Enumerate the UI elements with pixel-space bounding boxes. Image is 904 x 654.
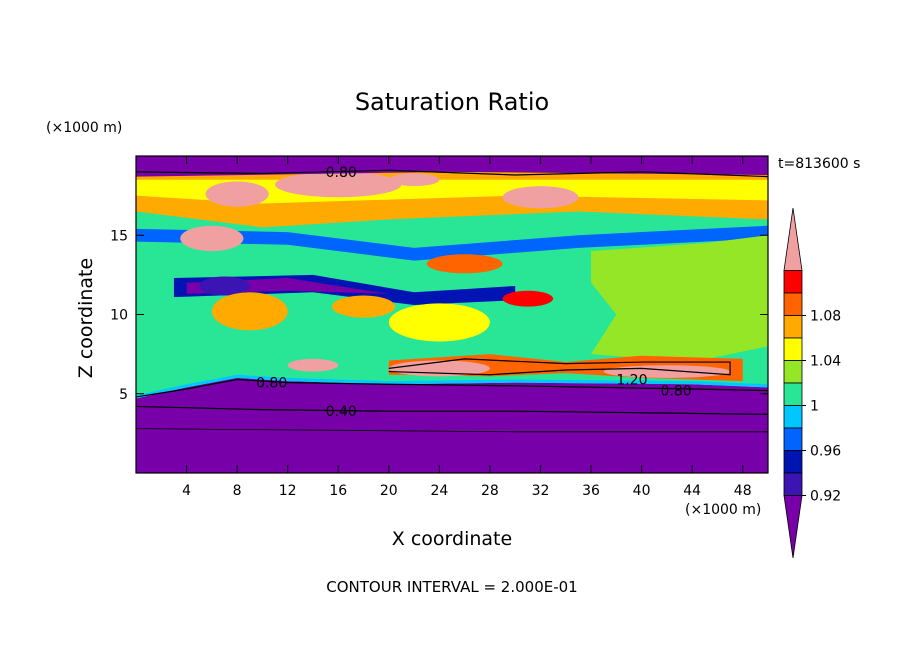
y-tick-label-2: 15 [110,228,128,244]
lower-edge [136,374,768,399]
right-warm-region [591,235,768,363]
upper-peak-2 [502,186,579,209]
colorbar-bin-7 [783,405,803,429]
contour-label-2: 0.40 [326,404,357,420]
contour-label-4: 0.80 [661,384,692,400]
colorbar-label-3: 1.04 [810,354,841,370]
x-axis-ticks: 4 8 12 16 20 24 28 32 36 40 44 48 [182,156,752,499]
x-tick-label-2: 12 [279,483,297,499]
y-tick-label-0: 5 [119,387,128,403]
colorbar-bin-10 [783,472,803,496]
left-moist-1 [180,225,244,252]
upper-peak-3 [388,173,440,187]
y-tick-label-1: 10 [110,308,128,324]
colorbar: 0.92 0.96 1 1.04 1.08 [783,207,841,559]
colorbar-bin-3 [783,315,803,339]
colorbar-label-0: 0.92 [810,489,841,505]
left-moist-2 [211,292,288,331]
colorbar-bin-11 [783,495,803,559]
upper-peak-1 [275,171,402,198]
contour-interval-footer: CONTOUR INTERVAL = 2.000E-01 [326,578,578,596]
x-tick-label-1: 8 [233,483,242,499]
colorbar-bin-8 [783,427,803,451]
contour-120 [388,358,731,376]
x-tick-label-7: 32 [532,483,550,499]
dry-blob [199,276,250,296]
mid-moist-4 [388,303,490,342]
contour-label-0: 0.80 [326,165,357,181]
colorbar-label-1: 0.96 [810,444,841,460]
mid-dry-streak [136,225,768,261]
colorbar-bin-0 [783,207,803,271]
mid-moist-3 [502,290,554,307]
contour-low [135,428,768,433]
x-axis-unit: (×1000 m) [685,502,762,518]
top-dry-layer [136,156,768,177]
x-tick-label-0: 4 [182,483,191,499]
upper-peak-4 [205,181,269,207]
time-label: t=813600 s [778,156,861,172]
x-tick-label-4: 20 [380,483,398,499]
colorbar-bin-9 [783,450,803,474]
contour-label-3: 1.20 [616,372,647,388]
x-axis-label: X coordinate [391,528,513,550]
lower-dry-layer [136,377,768,473]
mid-moist-1 [426,254,503,274]
contour-mid-080 [135,378,769,398]
x-tick-label-5: 24 [430,483,448,499]
saturation-field [136,156,768,473]
x-tick-label-3: 16 [329,483,347,499]
colorbar-label-2: 1 [810,399,819,415]
colorbar-bin-6 [783,382,803,406]
x-tick-label-10: 44 [683,483,701,499]
x-tick-label-6: 28 [481,483,499,499]
contour-lines [135,169,769,433]
mid-moist-2 [331,295,396,318]
cloud-base-peak-3 [287,358,339,372]
contour-label-1: 0.80 [256,376,287,392]
y-axis-ticks: 5 10 15 [110,228,768,403]
colorbar-bin-2 [783,292,803,316]
colorbar-bin-1 [783,270,803,294]
contour-labels: 0.80 0.80 0.40 1.20 0.80 [256,165,692,420]
contour-040 [135,405,769,415]
colorbar-label-4: 1.08 [810,309,841,325]
chart-title: Saturation Ratio [354,88,550,116]
x-tick-label-11: 48 [734,483,752,499]
colorbar-bin-4 [783,337,803,361]
colorbar-bin-5 [783,360,803,384]
x-tick-label-8: 36 [582,483,600,499]
x-tick-label-9: 40 [633,483,651,499]
y-axis-unit: (×1000 m) [46,120,123,136]
contour-top-080 [135,169,769,178]
